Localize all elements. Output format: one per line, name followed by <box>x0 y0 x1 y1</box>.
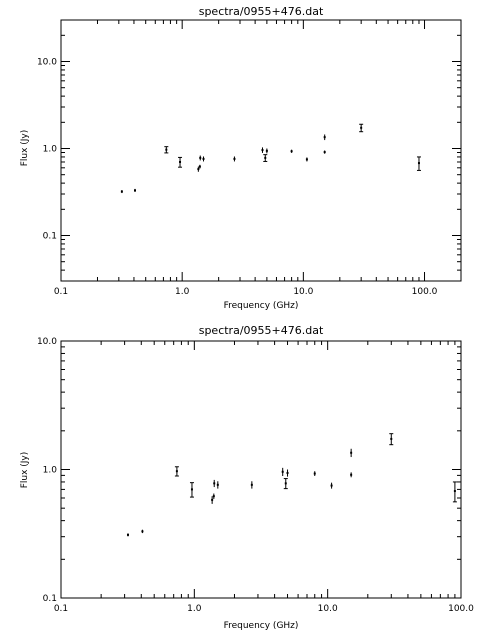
data-point <box>286 469 289 477</box>
data-marker <box>290 150 293 153</box>
data-marker <box>213 482 216 485</box>
data-marker <box>197 168 200 171</box>
data-marker <box>212 495 215 498</box>
data-point <box>281 467 284 477</box>
data-point <box>305 157 308 162</box>
data-marker <box>305 158 308 161</box>
data-point <box>126 533 129 537</box>
data-marker <box>133 189 136 192</box>
data-marker <box>281 470 284 473</box>
data-point <box>283 478 288 490</box>
data-marker <box>175 470 178 473</box>
data-point <box>120 190 123 194</box>
data-point <box>350 448 353 458</box>
data-marker <box>179 160 182 163</box>
x-axis-label: Frequency (GHz) <box>224 301 299 311</box>
data-marker <box>453 490 456 493</box>
data-point <box>212 493 215 499</box>
data-point <box>199 155 202 161</box>
data-marker <box>216 483 219 486</box>
y-tick-label: 10.0 <box>37 58 57 68</box>
data-point <box>330 482 333 489</box>
data-marker <box>261 149 264 152</box>
data-point <box>178 156 183 168</box>
plot-frame <box>60 19 462 282</box>
data-point <box>389 433 394 446</box>
x-tick-label: 0.1 <box>54 287 68 297</box>
plot-panel: 0.1 1.0 10.0 100.0 0.1 1.0 10.0 <box>37 19 462 297</box>
data-point <box>164 146 169 154</box>
data-point <box>233 156 236 162</box>
y-tick-label: 1.0 <box>43 145 58 155</box>
data-marker <box>198 165 201 168</box>
x-tick-label: 100.0 <box>448 604 474 614</box>
data-marker <box>350 451 353 454</box>
data-marker <box>360 126 363 129</box>
data-marker <box>199 156 202 159</box>
data-point <box>323 150 326 154</box>
data-marker <box>250 483 253 486</box>
data-point <box>452 481 457 503</box>
data-marker <box>323 151 326 154</box>
data-point <box>250 481 253 489</box>
chart-title: spectra/0955+476.dat <box>199 5 324 18</box>
data-marker <box>417 162 420 165</box>
data-point <box>202 156 205 162</box>
y-tick-label: 1.0 <box>43 466 58 476</box>
data-point <box>323 134 326 141</box>
y-tick-label: 0.1 <box>43 594 57 604</box>
data-marker <box>350 473 353 476</box>
x-tick-label: 1.0 <box>187 604 202 614</box>
data-marker <box>323 136 326 139</box>
x-tick-label: 10.0 <box>293 287 313 297</box>
data-point <box>133 188 136 192</box>
data-point <box>265 148 268 154</box>
data-marker <box>190 488 193 491</box>
data-marker <box>313 472 316 475</box>
y-tick-label: 10.0 <box>37 337 57 347</box>
data-point <box>290 149 293 153</box>
data-point <box>313 471 316 477</box>
data-marker <box>126 533 129 536</box>
data-point <box>416 156 421 171</box>
data-point <box>359 123 364 133</box>
data-point <box>216 481 219 489</box>
data-marker <box>284 482 287 485</box>
data-marker <box>202 157 205 160</box>
x-tick-label: 1.0 <box>175 287 190 297</box>
data-marker <box>330 484 333 487</box>
plot-panel: 0.1 1.0 10.0 100.0 0.1 1.0 10.0 <box>37 337 474 614</box>
x-tick-label: 10.0 <box>318 604 338 614</box>
y-axis-label: Flux (Jy) <box>20 452 30 489</box>
data-point <box>350 472 353 478</box>
data-marker <box>390 437 393 440</box>
x-axis-label: Frequency (GHz) <box>224 621 299 631</box>
data-marker <box>233 157 236 160</box>
data-point <box>174 466 179 477</box>
data-marker <box>211 498 214 501</box>
x-tick-label: 100.0 <box>412 287 438 297</box>
data-point <box>211 496 214 504</box>
data-point <box>198 164 201 169</box>
data-marker <box>265 149 268 152</box>
chart-title: spectra/0955+476.dat <box>199 324 324 337</box>
data-point <box>261 147 264 153</box>
data-point <box>213 479 216 488</box>
data-point <box>189 482 194 498</box>
y-axis-label: Flux (Jy) <box>20 130 30 167</box>
data-point <box>263 154 268 162</box>
data-marker <box>165 148 168 151</box>
plot-frame <box>60 340 462 599</box>
data-marker <box>286 471 289 474</box>
data-marker <box>264 156 267 159</box>
data-marker <box>141 530 144 533</box>
x-tick-label: 0.1 <box>54 604 68 614</box>
y-tick-label: 0.1 <box>43 232 57 242</box>
data-point <box>141 529 144 534</box>
data-point <box>197 166 200 172</box>
data-marker <box>120 190 123 193</box>
